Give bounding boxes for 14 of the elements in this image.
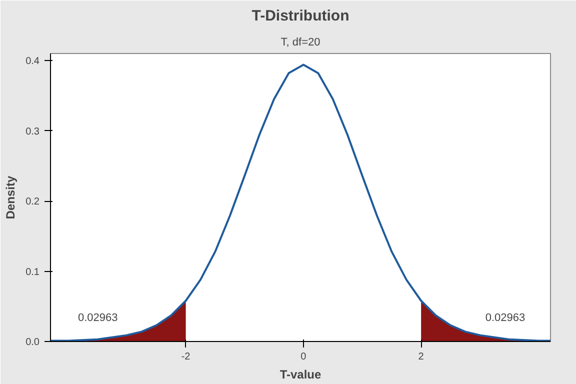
y-tick-label: 0.2	[26, 196, 40, 208]
y-tick-label: 0.3	[26, 126, 40, 138]
annotation: 0.02963	[78, 312, 118, 324]
x-tick-label: 0	[300, 352, 307, 362]
chart-title: T-Distribution	[252, 8, 350, 24]
y-axis-title: Density	[4, 176, 18, 220]
y-tick-label: 0.4	[26, 56, 40, 68]
y-tick-label: 0.1	[26, 266, 40, 278]
x-tick-label: 2	[418, 352, 424, 362]
annotation: 0.02963	[485, 312, 526, 324]
x-axis-title: T-value	[280, 368, 322, 382]
y-tick-label: 0.0	[26, 337, 40, 348]
chart-subtitle: T, df=20	[280, 36, 320, 48]
x-tick-label: -2	[181, 352, 191, 362]
